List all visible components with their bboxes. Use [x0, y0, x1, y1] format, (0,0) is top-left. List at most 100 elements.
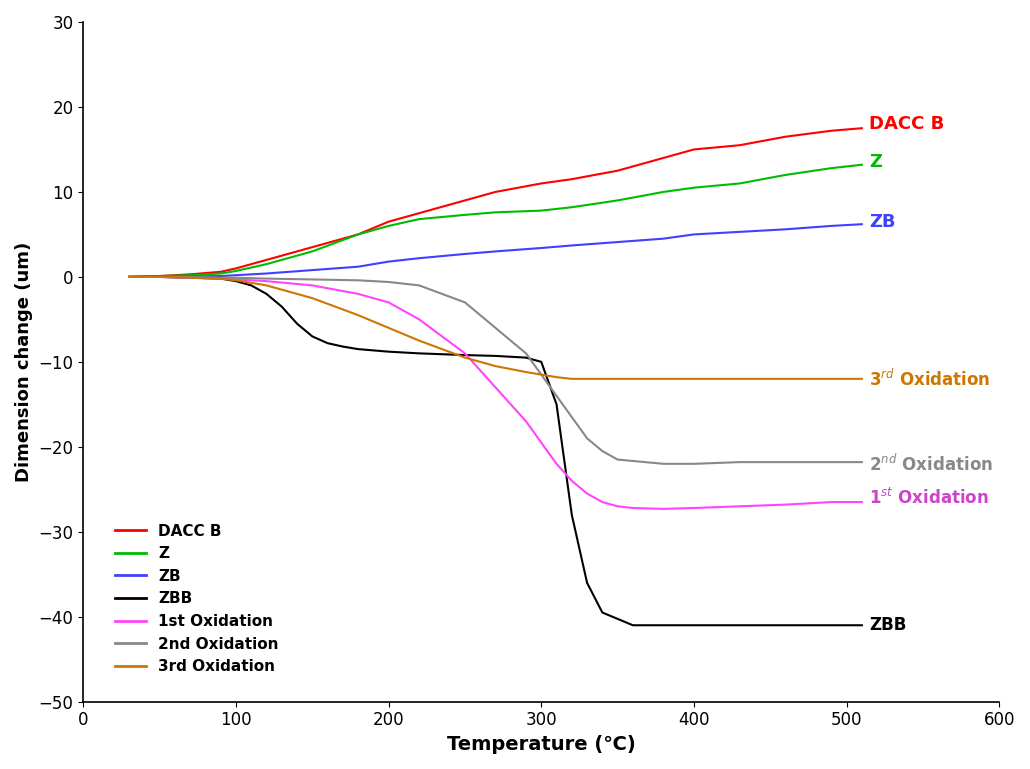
2nd Oxidation: [520, 349, 533, 358]
ZB: [261, 269, 273, 278]
DACC B: [352, 230, 365, 239]
ZBB: [565, 510, 578, 519]
Text: 3$^{rd}$ Oxidation: 3$^{rd}$ Oxidation: [869, 368, 991, 389]
2nd Oxidation: [612, 455, 624, 464]
2nd Oxidation: [550, 391, 562, 401]
Line: DACC B: DACC B: [129, 128, 862, 277]
DACC B: [657, 153, 670, 162]
DACC B: [123, 272, 135, 281]
3rd Oxidation: [825, 375, 837, 384]
Z: [565, 202, 578, 211]
Z: [413, 215, 425, 224]
Line: ZBB: ZBB: [129, 277, 862, 625]
ZB: [780, 225, 792, 234]
2nd Oxidation: [153, 272, 166, 281]
ZB: [733, 228, 746, 237]
ZBB: [856, 621, 868, 630]
Text: 1$^{st}$ Oxidation: 1$^{st}$ Oxidation: [869, 488, 990, 508]
1st Oxidation: [261, 277, 273, 286]
DACC B: [230, 264, 242, 273]
ZBB: [550, 400, 562, 409]
3rd Oxidation: [733, 375, 746, 384]
ZB: [184, 272, 197, 281]
Z: [352, 230, 365, 239]
1st Oxidation: [458, 349, 471, 358]
3rd Oxidation: [780, 375, 792, 384]
ZBB: [184, 273, 197, 282]
Line: 1st Oxidation: 1st Oxidation: [129, 277, 862, 509]
ZB: [565, 241, 578, 250]
ZB: [489, 247, 502, 256]
ZB: [153, 272, 166, 281]
ZBB: [458, 351, 471, 360]
ZB: [535, 244, 547, 253]
DACC B: [153, 271, 166, 281]
DACC B: [733, 141, 746, 150]
2nd Oxidation: [458, 298, 471, 307]
Line: 2nd Oxidation: 2nd Oxidation: [129, 277, 862, 464]
Z: [733, 179, 746, 188]
Z: [306, 247, 318, 256]
1st Oxidation: [489, 383, 502, 392]
1st Oxidation: [780, 500, 792, 509]
2nd Oxidation: [856, 458, 868, 467]
Z: [382, 221, 394, 231]
Z: [612, 196, 624, 205]
DACC B: [825, 126, 837, 135]
2nd Oxidation: [733, 458, 746, 467]
ZB: [306, 265, 318, 275]
2nd Oxidation: [581, 434, 593, 443]
1st Oxidation: [565, 476, 578, 485]
Z: [535, 206, 547, 215]
2nd Oxidation: [352, 275, 365, 285]
ZBB: [520, 353, 533, 362]
2nd Oxidation: [123, 272, 135, 281]
DACC B: [688, 145, 700, 154]
3rd Oxidation: [565, 375, 578, 384]
2nd Oxidation: [535, 370, 547, 379]
ZB: [413, 254, 425, 263]
3rd Oxidation: [123, 272, 135, 281]
2nd Oxidation: [230, 273, 242, 282]
ZBB: [657, 621, 670, 630]
3rd Oxidation: [184, 273, 197, 282]
2nd Oxidation: [413, 281, 425, 290]
2nd Oxidation: [688, 459, 700, 468]
ZB: [657, 234, 670, 243]
DACC B: [261, 255, 273, 265]
ZBB: [825, 621, 837, 630]
ZBB: [626, 621, 639, 630]
1st Oxidation: [520, 417, 533, 426]
DACC B: [565, 175, 578, 184]
Z: [153, 271, 166, 281]
2nd Oxidation: [214, 273, 227, 282]
ZB: [688, 230, 700, 239]
3rd Oxidation: [306, 294, 318, 303]
1st Oxidation: [596, 498, 609, 507]
DACC B: [413, 208, 425, 218]
ZBB: [276, 302, 288, 311]
ZBB: [321, 338, 334, 348]
1st Oxidation: [657, 504, 670, 514]
3rd Oxidation: [626, 375, 639, 384]
ZBB: [153, 272, 166, 281]
1st Oxidation: [413, 315, 425, 324]
1st Oxidation: [626, 504, 639, 513]
ZBB: [123, 272, 135, 281]
ZB: [382, 257, 394, 266]
2nd Oxidation: [565, 412, 578, 421]
3rd Oxidation: [856, 375, 868, 384]
3rd Oxidation: [352, 311, 365, 320]
ZBB: [337, 342, 349, 351]
1st Oxidation: [535, 438, 547, 448]
ZBB: [230, 277, 242, 286]
ZBB: [413, 349, 425, 358]
3rd Oxidation: [520, 368, 533, 377]
ZBB: [780, 621, 792, 630]
DACC B: [306, 242, 318, 251]
Z: [123, 272, 135, 281]
ZBB: [352, 345, 365, 354]
2nd Oxidation: [657, 459, 670, 468]
ZBB: [306, 331, 318, 341]
ZB: [856, 220, 868, 229]
